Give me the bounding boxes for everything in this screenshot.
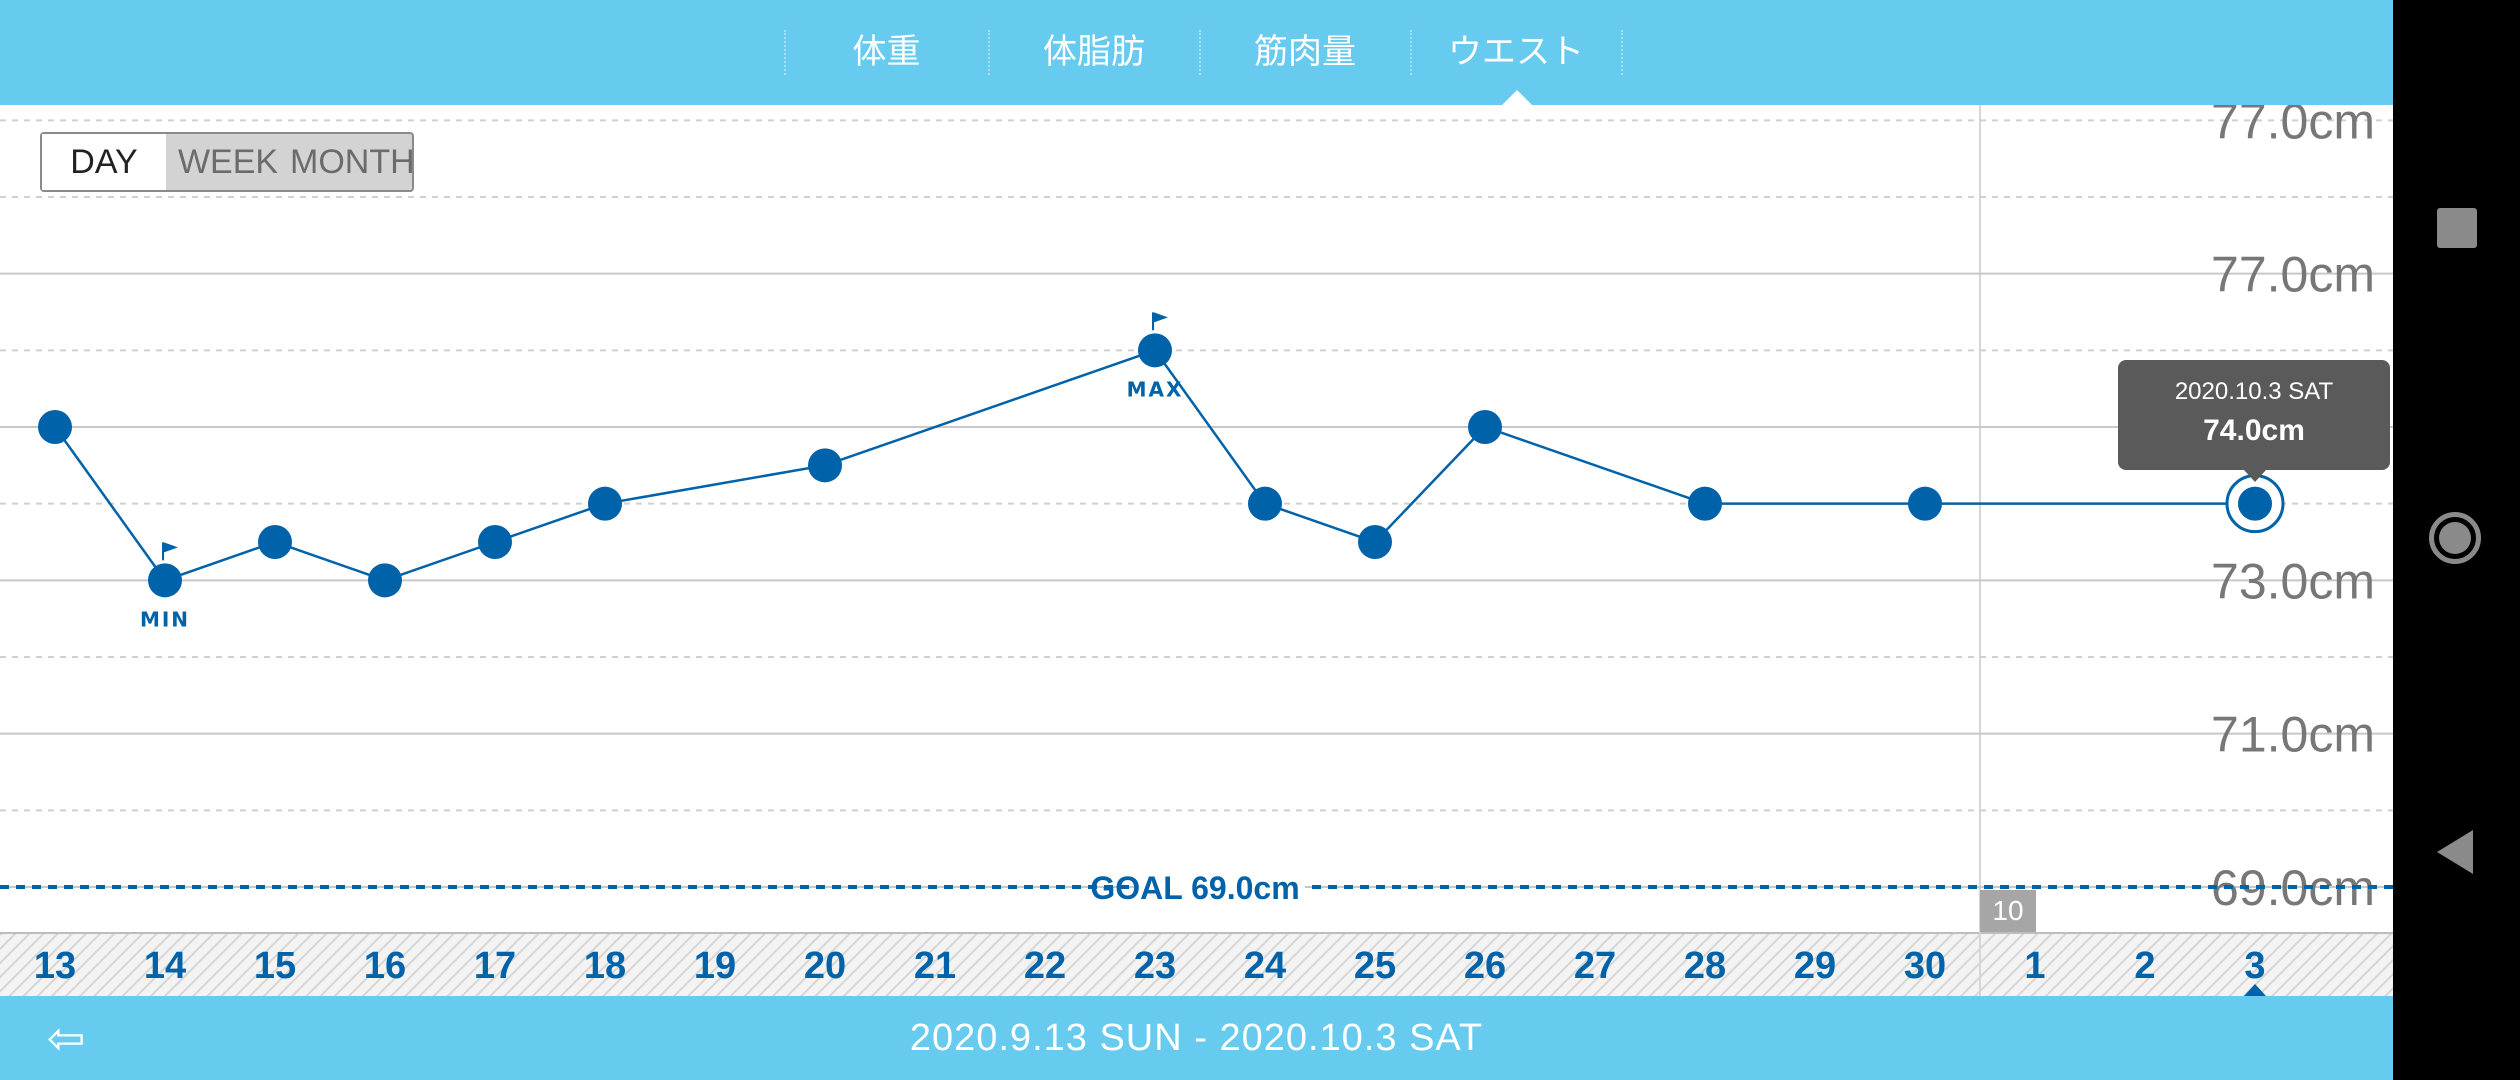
tab-muscle-mass[interactable]: 筋肉量	[1254, 32, 1356, 72]
x-tick-label: 29	[1794, 945, 1836, 987]
y-tick-label: 77.0cm	[2211, 105, 2375, 149]
max-label: MAX	[1127, 377, 1184, 401]
goal-line: GOAL 69.0cm	[0, 865, 2393, 909]
data-point	[38, 410, 72, 444]
data-point	[1468, 410, 1502, 444]
goal-label: GOAL 69.0cm	[1090, 870, 1299, 906]
tooltip-value: 74.0cm	[2203, 414, 2305, 447]
tooltip-date: 2020.10.3 SAT	[2174, 378, 2334, 405]
data-point	[148, 563, 182, 598]
series-line-path	[53, 348, 2255, 582]
data-point	[1688, 486, 1722, 521]
month-marker: 10	[1980, 890, 2036, 932]
circle-icon-inner	[2439, 522, 2471, 554]
selected-point-tooltip: 2020.10.3 SAT 74.0cm	[2118, 360, 2390, 470]
x-tick-label: 22	[1024, 945, 1066, 987]
data-point	[258, 525, 292, 559]
data-point	[368, 563, 402, 598]
x-axis-band	[0, 933, 2393, 996]
data-point	[1248, 486, 1282, 521]
data-point	[588, 486, 622, 521]
y-tick-label: 73.0cm	[2211, 553, 2375, 609]
x-tick-label: 14	[144, 945, 186, 987]
tab-divider	[1410, 30, 1412, 75]
tooltip-pointer	[2244, 470, 2266, 482]
tab-waist[interactable]: ウエスト	[1448, 32, 1584, 72]
date-range-bar: 2020.9.13 SUN - 2020.10.3 SAT ⇦	[0, 996, 2393, 1080]
x-tick-label: 3	[2244, 945, 2265, 987]
tab-divider	[1199, 30, 1201, 75]
period-week-button[interactable]: WEEK	[177, 143, 279, 181]
metric-tab-bar: 体重 体脂肪 筋肉量 ウエスト	[0, 0, 2393, 105]
period-toggle: DAY WEEK MONTH	[40, 132, 415, 192]
period-month-button[interactable]: MONTH	[290, 143, 415, 181]
date-range-label: 2020.9.13 SUN - 2020.10.3 SAT	[909, 1017, 1484, 1059]
y-tick-label: 71.0cm	[2211, 707, 2375, 763]
data-point	[808, 448, 842, 483]
x-tick-label: 13	[34, 945, 76, 987]
circle-icon[interactable]	[2429, 512, 2481, 564]
min-label: MIN	[140, 607, 190, 631]
y-tick-label: 77.0cm	[2211, 247, 2375, 303]
x-tick-label: 26	[1464, 945, 1506, 987]
tab-body-fat[interactable]: 体脂肪	[1043, 32, 1145, 72]
x-tick-label: 27	[1574, 945, 1616, 987]
x-tick-label: 21	[914, 945, 956, 987]
x-tick-label: 2	[2134, 945, 2155, 987]
period-day-button[interactable]: DAY	[42, 134, 166, 190]
x-tick-label: 23	[1134, 945, 1176, 987]
x-tick-label: 18	[584, 945, 626, 987]
x-tick-label: 28	[1684, 945, 1726, 987]
series-line	[38, 333, 2285, 598]
x-tick-label: 24	[1244, 945, 1286, 987]
x-tick-label: 15	[254, 945, 296, 987]
x-tick-label: 30	[1904, 945, 1946, 987]
data-point	[1358, 525, 1392, 559]
max-flag-icon	[1154, 312, 1168, 323]
square-icon[interactable]	[2437, 208, 2477, 248]
x-tick-label: 19	[694, 945, 736, 987]
x-tick-label: 17	[474, 945, 516, 987]
data-point	[2238, 486, 2272, 521]
data-point	[478, 525, 512, 559]
active-tab-indicator	[1502, 90, 1532, 105]
min-max-markers: MIN MAX	[140, 312, 1184, 631]
tab-divider	[784, 30, 786, 75]
x-tick-label: 25	[1354, 945, 1396, 987]
selected-date-indicator	[2244, 984, 2266, 996]
x-tick-label: 1	[2024, 945, 2045, 987]
back-arrow-icon[interactable]: ⇦	[46, 1011, 86, 1065]
tab-weight[interactable]: 体重	[852, 32, 921, 72]
x-tick-label: 16	[364, 945, 406, 987]
triangle-back-icon[interactable]	[2437, 830, 2473, 874]
tab-divider	[988, 30, 990, 75]
data-point	[1908, 486, 1942, 521]
data-point	[1138, 333, 1172, 368]
x-axis-labels: 13 14 15 16 17 18 19 20 21 22 23 24 25 26 27 28 29 30 1 2 3	[34, 945, 2266, 996]
tab-divider	[1621, 30, 1623, 75]
min-flag-icon	[164, 542, 178, 553]
goal-label-bg	[1135, 865, 1305, 909]
x-tick-label: 20	[804, 945, 846, 987]
